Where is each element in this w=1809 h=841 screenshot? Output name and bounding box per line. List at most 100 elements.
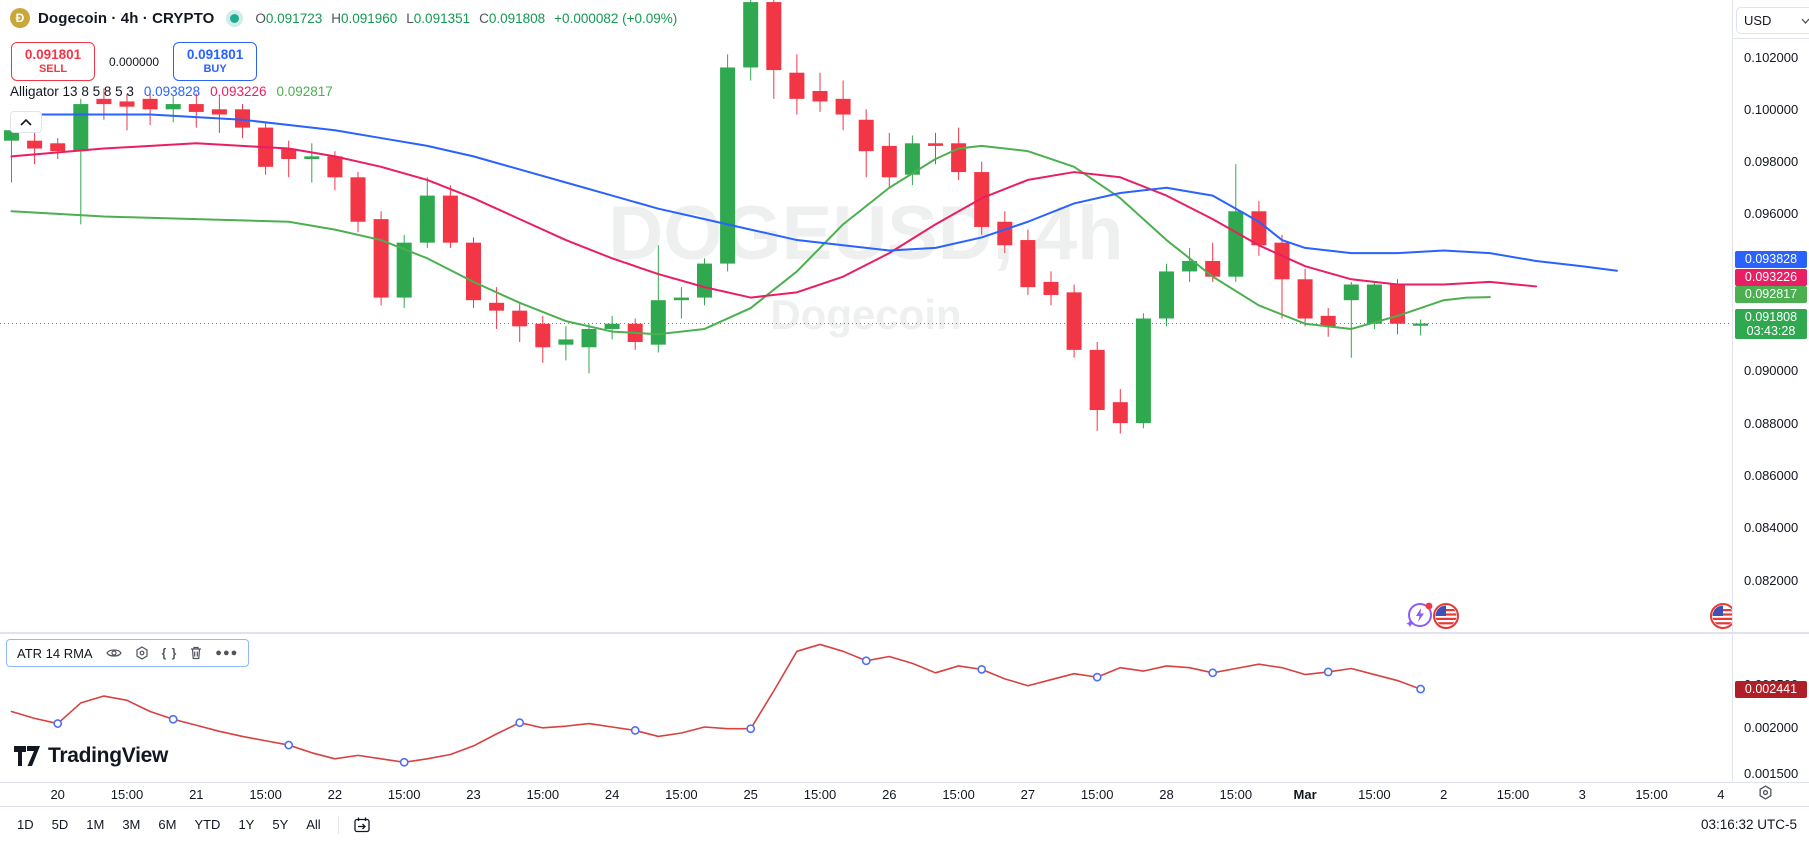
time-axis-border [0, 782, 1809, 783]
time-axis[interactable]: 20 15:00 21 15:00 22 15:00 23 15:00 24 15:00 25 15:… [0, 783, 1809, 806]
candle-22 [512, 310, 528, 327]
candle-37 [858, 119, 874, 152]
candle-21 [489, 302, 505, 311]
buy-price: 0.091801 [186, 47, 244, 63]
price-axis[interactable]: USD 0.102000 0.100000 0.098000 0.096000 0.09… [1733, 0, 1809, 782]
candle-17 [396, 242, 412, 298]
time-tick-15:00: 15:00 [526, 787, 560, 802]
market-status-icon[interactable] [230, 13, 240, 23]
atr-indicator-legend[interactable]: ATR 14 RMA { } ●●● [6, 639, 250, 667]
candle-55 [1274, 242, 1290, 280]
buy-label: BUY [203, 62, 227, 75]
toolbar-divider [337, 815, 339, 834]
ai-signal-event-icon[interactable] [1406, 599, 1434, 634]
candle-61 [1413, 323, 1429, 326]
alligator-teeth-line [10, 142, 1538, 299]
range-button-All[interactable]: All [306, 817, 321, 832]
candle-12 [281, 148, 297, 159]
time-tick-15:00: 15:00 [1080, 787, 1114, 802]
collapse-panel-button[interactable] [10, 111, 42, 133]
time-axis-settings-gear-icon[interactable] [1758, 785, 1773, 803]
tradingview-logo[interactable]: TradingView [14, 744, 168, 768]
candle-3 [73, 104, 89, 152]
range-button-1D[interactable]: 1D [17, 817, 34, 832]
eye-icon[interactable] [105, 647, 122, 659]
candle-10 [235, 109, 250, 128]
time-tick-25: 25 [743, 787, 758, 802]
candle-56 [1297, 279, 1313, 319]
range-button-5D[interactable]: 5D [51, 817, 69, 832]
ohlc-values: O0.091723 H0.091960 L0.091351 C0.091808 … [255, 11, 677, 26]
atr-marker [1208, 668, 1218, 678]
last-price-tag: 0.091808 03:43:28 [1735, 309, 1807, 339]
atr-line [10, 643, 1422, 764]
price-chart-svg [0, 0, 1732, 767]
alligator-price-tag: 0.093828 [1735, 250, 1807, 268]
source-code-icon[interactable]: { } [161, 646, 178, 660]
alligator-name: Alligator [10, 84, 59, 99]
candle-33 [766, 2, 782, 71]
time-tick-15:00: 15:00 [249, 787, 282, 802]
candle-24 [558, 339, 574, 345]
time-tick-15:00: 15:00 [110, 787, 144, 802]
atr-marker [53, 719, 63, 728]
currency-selector[interactable]: USD [1736, 7, 1809, 34]
candle-43 [997, 221, 1013, 246]
candle-42 [974, 172, 990, 227]
range-button-1Y[interactable]: 1Y [238, 817, 255, 832]
pane-separator[interactable] [0, 632, 1809, 634]
more-options-icon[interactable]: ●●● [215, 647, 239, 659]
range-button-3M[interactable]: 3M [122, 817, 141, 832]
candle-47 [1089, 349, 1105, 411]
sell-button[interactable]: 0.091801 SELL [11, 42, 95, 81]
candle-30 [697, 263, 712, 298]
buy-button[interactable]: 0.091801 BUY [173, 42, 258, 81]
alligator-price-tag: 0.092817 [1735, 285, 1807, 303]
candle-26 [604, 323, 620, 329]
alligator-legend[interactable]: Alligator 13 8 5 8 5 3 0.093828 0.093226… [10, 84, 333, 99]
time-tick-15:00: 15:00 [1219, 787, 1253, 802]
time-tick-27: 27 [1020, 787, 1036, 802]
candle-15 [350, 177, 366, 222]
price-tick: 0.096000 [1744, 206, 1799, 222]
time-tick-15:00: 15:00 [942, 787, 975, 802]
time-tick-28: 28 [1159, 787, 1174, 802]
price-tick: 0.086000 [1744, 467, 1799, 483]
ohlc-low-label: L [406, 10, 414, 26]
candle-16 [373, 219, 389, 298]
atr-marker [746, 724, 756, 734]
candle-50 [1159, 271, 1174, 319]
alligator-params: 13 8 5 8 5 3 [62, 84, 134, 99]
ohlc-change-value: +0.000082 (+0.09%) [554, 10, 678, 26]
candle-19 [442, 195, 458, 243]
ohlc-high-label: H [331, 10, 341, 26]
range-button-5Y[interactable]: 5Y [272, 817, 289, 832]
tradingview-mark-icon [14, 746, 40, 766]
candle-40 [928, 143, 943, 146]
symbol-title[interactable]: Dogecoin · 4h · CRYPTO [38, 9, 215, 27]
range-button-1M[interactable]: 1M [86, 817, 105, 832]
us-economic-event-icon[interactable] [1433, 603, 1459, 634]
range-button-YTD[interactable]: YTD [194, 817, 221, 832]
time-tick-15:00: 15:00 [803, 787, 837, 802]
ohlc-close-value: 0.091808 [488, 10, 546, 26]
go-to-date-button[interactable] [347, 814, 377, 836]
range-button-6M[interactable]: 6M [158, 817, 177, 832]
settings-gear-icon[interactable] [135, 646, 149, 660]
atr-marker [1092, 672, 1102, 682]
bottom-toolbar: 1D 5D 1M 3M 6M YTD 1Y 5Y All 03:16:32 UTC-5 [0, 806, 1809, 841]
us-economic-event-icon-partial[interactable] [1710, 603, 1732, 634]
candle-6 [142, 98, 158, 110]
candle-8 [188, 104, 204, 112]
chart-canvas[interactable] [0, 0, 1732, 782]
chevron-down-icon [1801, 18, 1809, 24]
clock-timezone[interactable]: 03:16:32 UTC-5 [1700, 817, 1797, 832]
ohlc-high-value: 0.091960 [340, 10, 398, 26]
time-tick-24: 24 [604, 787, 620, 802]
candle-31 [720, 67, 736, 264]
delete-trash-icon[interactable] [190, 646, 202, 660]
alligator-jaw-value: 0.093828 [143, 84, 201, 99]
price-tick: 0.082000 [1744, 572, 1799, 588]
candle-2 [50, 143, 66, 152]
